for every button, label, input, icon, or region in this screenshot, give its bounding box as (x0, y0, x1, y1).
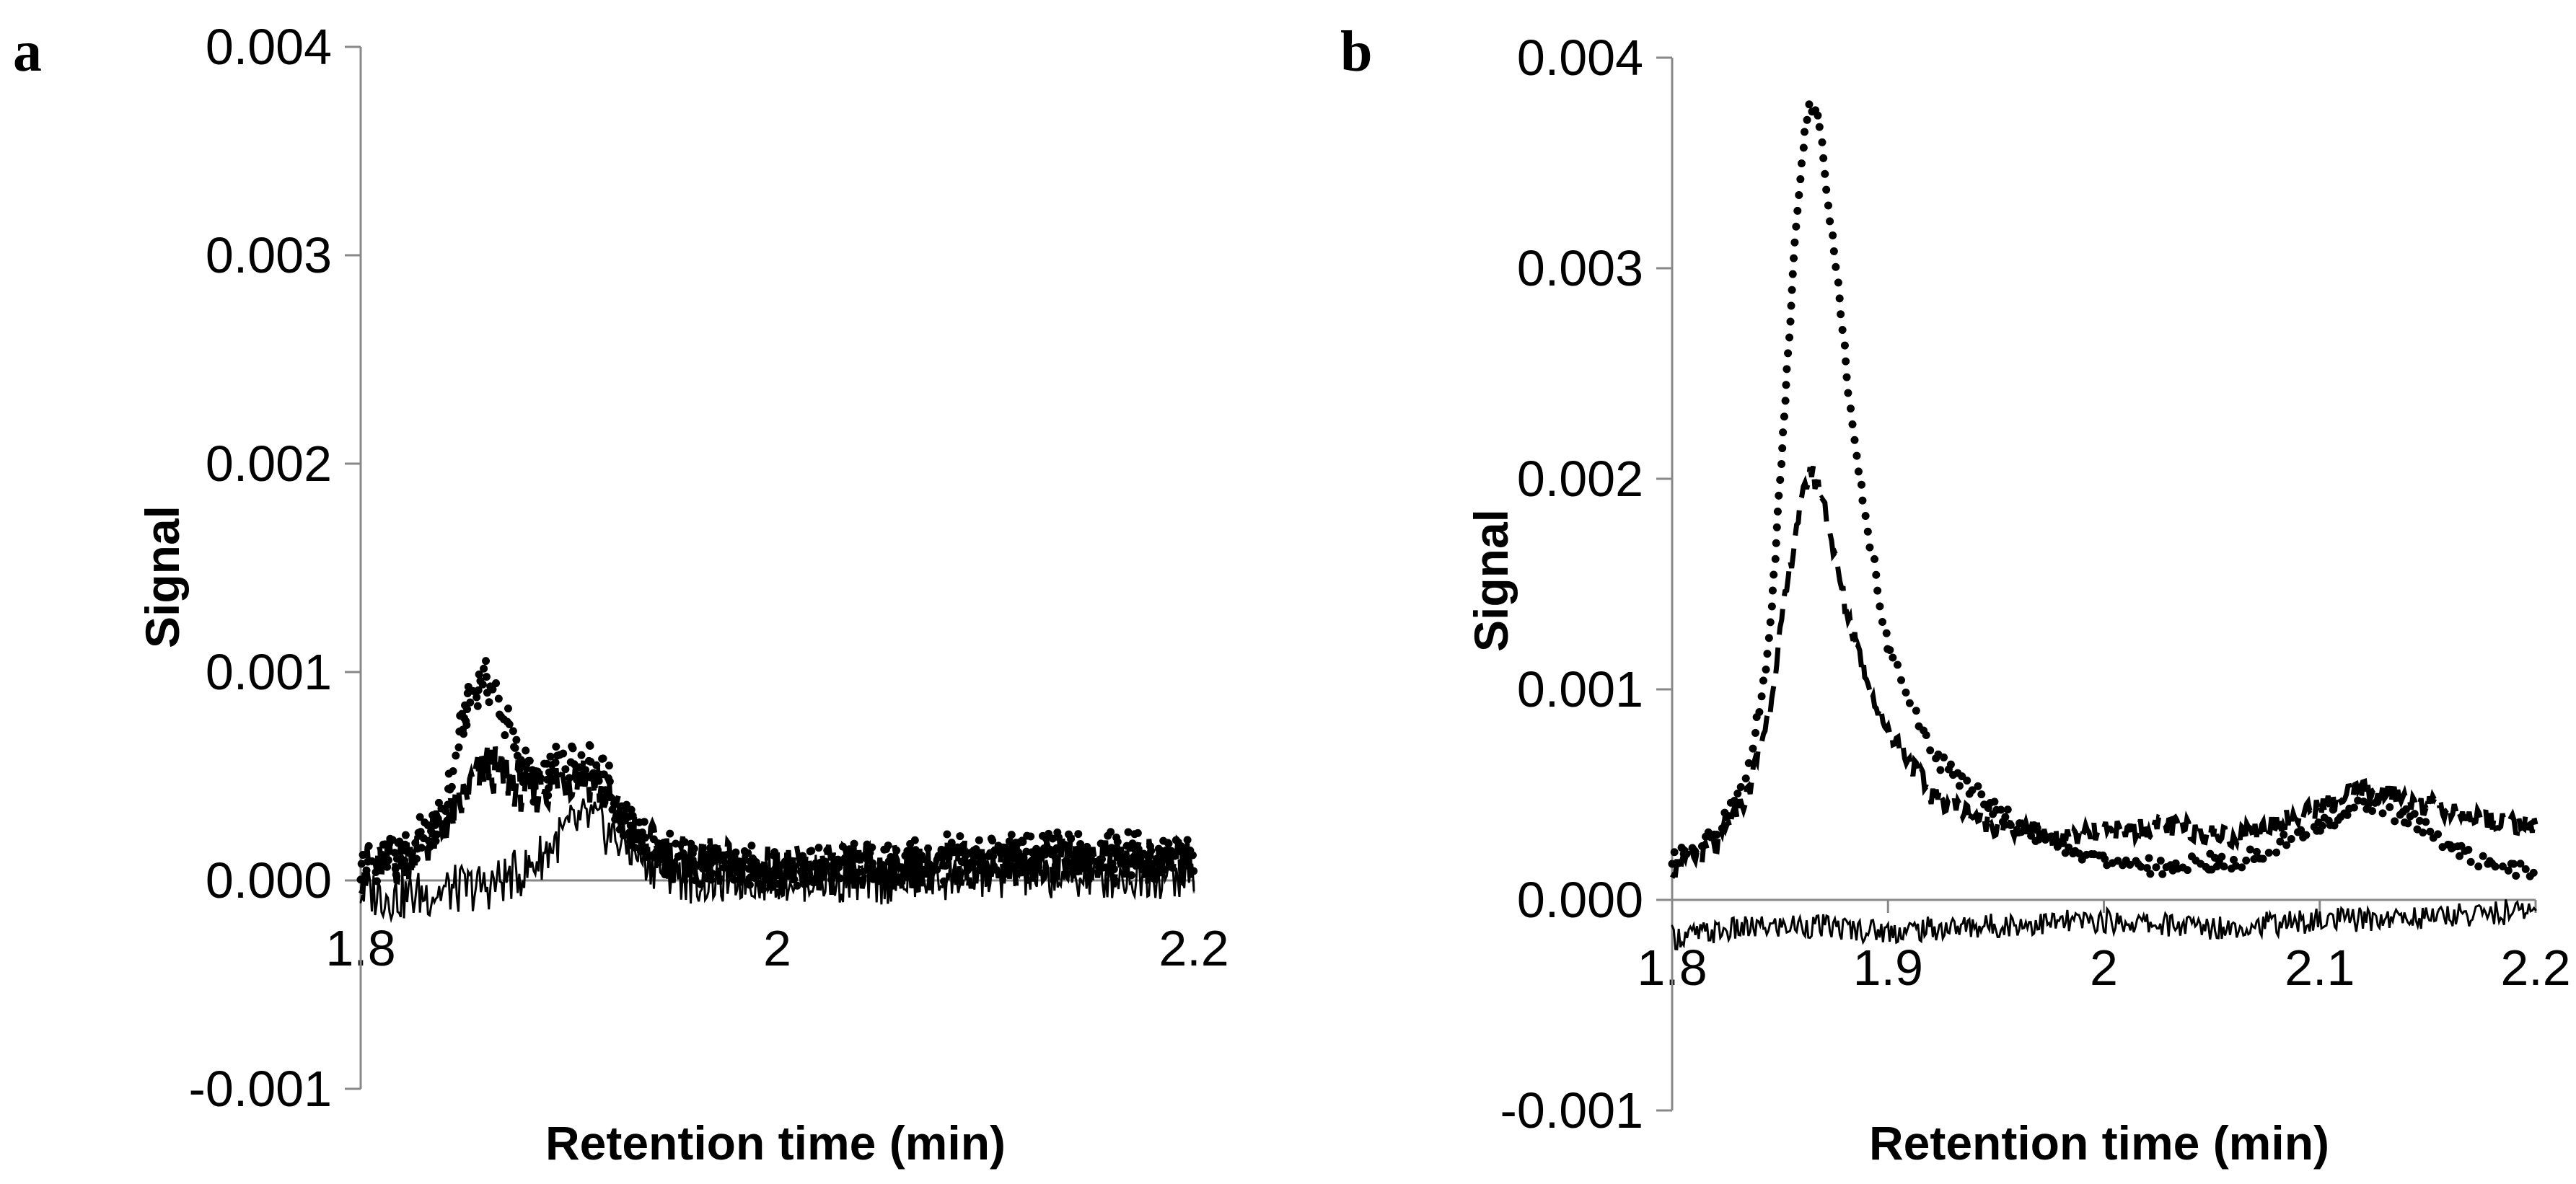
x-tick-label: 2.1 (2285, 940, 2355, 996)
series-line-dotted (356, 655, 1198, 904)
x-tick-label: 1.9 (1853, 940, 1923, 996)
x-axis-title-b: Retention time (min) (1869, 1116, 2329, 1170)
series-line-solid (359, 798, 1195, 924)
y-tick-label: 0.004 (1517, 30, 1643, 86)
y-tick-label: 0.002 (206, 436, 332, 492)
y-tick-label: -0.001 (189, 1061, 332, 1117)
y-tick-label: 0.003 (1517, 240, 1643, 296)
y-axis-title-a: Signal (136, 505, 189, 648)
series-group-a (356, 655, 1198, 924)
x-tick-label: 2 (2090, 940, 2118, 996)
y-tick-label: 0.001 (1517, 661, 1643, 717)
x-tick-label: 2 (763, 920, 791, 976)
panel-label-a: a (13, 20, 42, 84)
y-ticks-b: -0.001 0.000 0.001 0.002 0.003 0.004 (1500, 30, 1672, 1139)
y-tick-label: 0.000 (1517, 872, 1643, 928)
y-tick-label: 0.001 (206, 644, 332, 700)
y-tick-label: 0.003 (206, 227, 332, 283)
series-line-solid (1671, 899, 2537, 951)
y-tick-label: 0.000 (206, 852, 332, 909)
y-ticks-a: -0.001 0.000 0.001 0.002 0.003 0.004 (189, 19, 361, 1117)
y-tick-label: 0.004 (206, 19, 332, 75)
x-tick-label: 2.2 (2500, 940, 2570, 996)
x-ticks-b: 1.8 1.9 2 2.1 2.2 (1637, 900, 2571, 996)
y-tick-label: 0.002 (1517, 451, 1643, 507)
panel-label-b: b (1340, 20, 1373, 84)
series-line-dashed (358, 746, 1197, 897)
y-axis-title-b: Signal (1464, 509, 1518, 652)
series-line-dotted (1668, 92, 2540, 893)
x-axis-title-a: Retention time (min) (545, 1116, 1006, 1170)
series-group-b (1668, 92, 2540, 951)
x-tick-label: 2.2 (1159, 920, 1228, 976)
y-tick-label: -0.001 (1500, 1082, 1643, 1139)
series-line-dashed (1669, 465, 2538, 879)
